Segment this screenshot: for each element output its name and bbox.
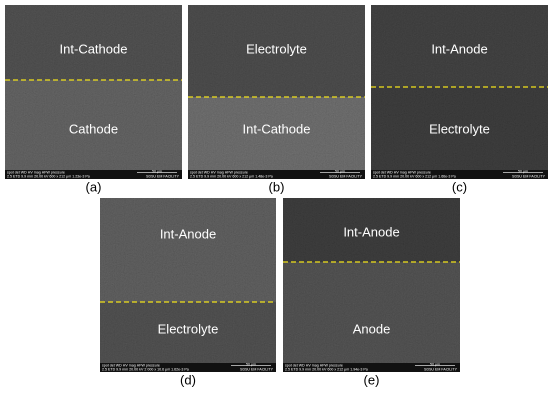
facility: SDSU EM FACILITY [424,368,458,372]
sem-image [188,5,365,170]
info-header: spot det WD HV mag HFW pressure [190,170,248,174]
facility: SDSU EM FACILITY [146,175,180,179]
region-label: Electrolyte [246,41,307,56]
region-label: Int-Anode [431,41,487,56]
facility: SDSU EM FACILITY [512,175,546,179]
sem-panel: Electrolyte Int-Cathode spot det WD HV mag… [188,5,365,194]
image-top [5,5,182,80]
scale-label: 50 μm [430,363,440,367]
info-header: spot det WD HV mag HFW pressure [102,363,160,367]
sem-image [100,198,276,363]
caption: (c) [452,179,467,194]
sem-image [283,198,460,363]
info-values: 2.5 ETD 9.9 mm 20.00 kV 600 x 212 μm 1.9… [285,368,368,372]
region-label: Int-Anode [160,226,216,241]
scale-label: 50 μm [335,170,345,174]
region-label: Electrolyte [158,321,219,336]
info-header: spot det WD HV mag HFW pressure [373,170,431,174]
info-bar [371,170,548,179]
region-label: Cathode [69,121,118,136]
scale-label: 50 μm [152,170,162,174]
sem-panel: Int-Cathode Cathode spot det WD HV mag HFW… [5,5,182,194]
region-label: Int-Cathode [243,121,311,136]
sem-image [5,5,182,170]
info-bar [188,170,365,179]
image-bottom [188,97,365,170]
scale-label: 50 μm [246,363,256,367]
image-top [100,198,276,302]
caption: (b) [269,179,285,194]
info-bar [100,363,276,372]
facility: SDSU EM FACILITY [240,368,274,372]
caption: (d) [180,372,196,387]
info-values: 2.5 ETD 9.9 mm 20.00 kV 600 x 212 μm 1.4… [190,175,273,179]
caption: (e) [364,372,380,387]
info-bar [5,170,182,179]
image-top [188,5,365,97]
info-bar [283,363,460,372]
facility: SDSU EM FACILITY [329,175,363,179]
image-top [371,5,548,87]
image-bottom [100,302,276,363]
image-bottom [5,80,182,170]
image-top [283,198,460,262]
region-label: Electrolyte [429,121,490,136]
region-label: Anode [353,321,391,336]
info-values: 2.5 ETD 9.9 mm 20.00 kV 600 x 212 μm 1.2… [7,175,90,179]
sem-panel: Int-Anode Anode spot det WD HV mag HFW pre… [283,198,460,387]
info-header: spot det WD HV mag HFW pressure [7,170,65,174]
caption: (a) [86,179,102,194]
info-header: spot det WD HV mag HFW pressure [285,363,343,367]
sem-image [371,5,548,170]
region-label: Int-Cathode [60,41,128,56]
info-values: 2.5 ETD 9.9 mm 20.00 kV 600 x 212 μm 1.6… [373,175,456,179]
image-bottom [283,262,460,363]
region-label: Int-Anode [343,224,399,239]
info-values: 2.5 ETD 9.9 mm 20.00 kV 2 000 x 10.6 μm … [102,368,189,372]
scale-label: 50 μm [518,170,528,174]
sem-panel: Int-Anode Electrolyte spot det WD HV mag H… [371,5,548,194]
image-bottom [371,87,548,170]
sem-panel: Int-Anode Electrolyte spot det WD HV mag H… [100,198,276,387]
